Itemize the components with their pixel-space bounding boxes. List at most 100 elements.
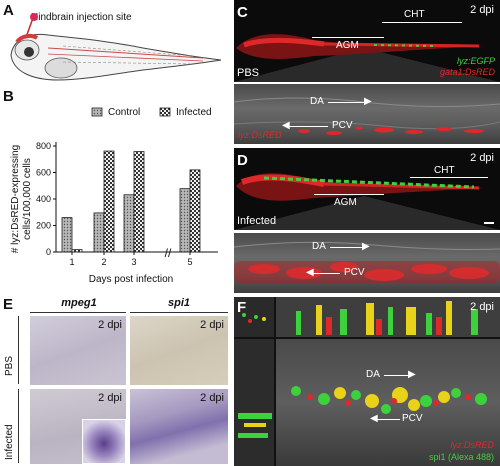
- timepoint-c: 2 dpi: [470, 4, 494, 16]
- legend-egfp-c: lyz:EGFP: [456, 56, 495, 66]
- region-agm-d: AGM: [334, 197, 357, 208]
- region-cht-c: CHT: [404, 9, 425, 20]
- row-rule-infected: [18, 389, 19, 463]
- zoom-legend-c: lyz:DsRED: [238, 130, 282, 140]
- y-axis-label-line2: cells/100,000 cells: [22, 158, 33, 240]
- bar-control: [61, 217, 73, 253]
- panel-label-a: A: [3, 2, 14, 19]
- legend-spi1-f: spi1 (Alexa 488): [428, 452, 494, 462]
- arrow-da-f-head: ▶: [408, 369, 416, 380]
- panel-label-e: E: [3, 296, 14, 313]
- bar-control: [93, 212, 105, 253]
- condition-c: PBS: [237, 67, 260, 79]
- panel-c-zoom: DA ▶ ◀ PCV lyz:DsRED: [234, 84, 500, 144]
- panel-label-b: B: [3, 88, 14, 105]
- x-tick-label: 5: [187, 257, 192, 267]
- arrow-pcv-c-head: ◀: [282, 120, 290, 131]
- legend-label-control: Control: [108, 107, 140, 118]
- timepoint-e1: 2 dpi: [98, 319, 122, 331]
- label-pcv-c: PCV: [332, 120, 353, 131]
- bar-infected: [189, 169, 201, 253]
- region-agm-c: AGM: [336, 40, 359, 51]
- column-header-spi1: spi1: [167, 297, 190, 309]
- bar-infected: [71, 249, 83, 253]
- zebrafish-larva-illustration: [10, 13, 222, 81]
- row-label-pbs: PBS: [4, 355, 15, 376]
- y-tick-label: 400: [36, 194, 51, 204]
- orthogonal-xz: [276, 297, 500, 337]
- scale-bar-d: [484, 222, 494, 224]
- legend-dsred-c: gata1:DsRED: [439, 67, 495, 77]
- ish-spi1-pbs: 2 dpi: [130, 316, 228, 385]
- legend-swatch-control: [91, 107, 103, 117]
- agm-bar-d: [314, 194, 384, 195]
- arrow-pcv-d: [312, 273, 340, 274]
- column-header-mpeg1: mpeg1: [61, 297, 97, 309]
- xy-main-view: [276, 339, 500, 466]
- x-tick-label: 3: [131, 257, 136, 267]
- y-tick-label: 600: [36, 168, 51, 178]
- panel-f-confocal: 2 dpi DA ▶ ◀ PCV lyz:DsRED spi1 (Alexa 4…: [234, 297, 500, 466]
- ish-mpeg1-pbs: 2 dpi: [30, 316, 126, 385]
- yz-signal: [238, 413, 272, 438]
- ish-spi1-infected: 2 dpi: [130, 389, 228, 464]
- orthogonal-yz: [234, 339, 274, 466]
- label-da-f: DA: [366, 369, 380, 380]
- ish-mpeg1-infected: 2 dpi: [30, 389, 126, 464]
- panel-d-fluorescence: 2 dpi CHT AGM Infected: [234, 148, 500, 230]
- label-pcv-d: PCV: [344, 267, 365, 278]
- label-da-d: DA: [312, 241, 326, 252]
- timepoint-d: 2 dpi: [470, 152, 494, 164]
- timepoint-e4: 2 dpi: [200, 392, 224, 404]
- timepoint-e3: 2 dpi: [98, 392, 122, 404]
- x-tick-label: 1: [69, 257, 74, 267]
- axis-break: //: [165, 246, 172, 260]
- panel-label-d: D: [237, 152, 248, 169]
- xz-signal: [296, 301, 478, 335]
- y-tick-label: 800: [36, 141, 51, 151]
- fluorescent-larva-pbs: [234, 34, 500, 82]
- fluorescent-larva-infected: [234, 173, 500, 230]
- injection-site-annotation: Hindbrain injection site: [31, 12, 132, 23]
- arrow-da-d-head: ▶: [362, 241, 370, 252]
- bar-control: [179, 188, 191, 253]
- arrow-da-c-head: ▶: [364, 96, 372, 107]
- bar-infected: [133, 151, 145, 253]
- panel-c-fluorescence: 2 dpi CHT AGM PBS lyz:EGFP gata1:DsRED: [234, 0, 500, 82]
- label-pcv-f: PCV: [402, 413, 423, 424]
- vessel-cells-infected: [234, 241, 500, 283]
- arrow-pcv-c: [288, 126, 328, 127]
- column-rule-spi1: [130, 312, 228, 313]
- bar-chart: // 0 200 400 600 800 1 2 3 5 Days post infection # …: [10, 107, 218, 285]
- panel-label-f: F: [237, 299, 247, 316]
- arrow-da-f: [384, 375, 412, 376]
- legend-label-infected: Infected: [176, 107, 212, 118]
- arrow-pcv-d-head: ◀: [306, 267, 314, 278]
- legend-swatch-infected: [159, 107, 171, 117]
- legend-dsred-f: lyz:DsRED: [450, 440, 494, 450]
- column-rule-mpeg1: [30, 312, 126, 313]
- y-tick-label: 200: [36, 221, 51, 231]
- y-axis-label-line1: # lyz:DsRED-expressing: [10, 145, 21, 253]
- panel-label-c: C: [237, 4, 248, 21]
- arrow-da-d: [330, 247, 366, 248]
- arrow-pcv-f: [376, 419, 400, 420]
- row-rule-pbs: [18, 316, 19, 384]
- xy-signal: [291, 386, 487, 414]
- label-da-c: DA: [310, 96, 324, 107]
- cht-bar-c: [382, 22, 462, 23]
- mini-overview: [234, 297, 274, 337]
- region-cht-d: CHT: [434, 165, 455, 176]
- timepoint-e2: 2 dpi: [200, 319, 224, 331]
- arrow-da-c: [328, 102, 368, 103]
- row-label-infected: Infected: [4, 424, 15, 460]
- panel-d-zoom: DA ▶ ◀ PCV: [234, 233, 500, 293]
- x-tick-label: 2: [101, 257, 106, 267]
- ish-inset: [82, 419, 126, 464]
- condition-d: Infected: [237, 215, 277, 227]
- timepoint-f: 2 dpi: [470, 301, 494, 313]
- agm-bar-c: [312, 37, 384, 38]
- x-axis-label: Days post infection: [89, 274, 174, 285]
- bar-infected: [103, 150, 115, 253]
- bar-control: [123, 194, 135, 253]
